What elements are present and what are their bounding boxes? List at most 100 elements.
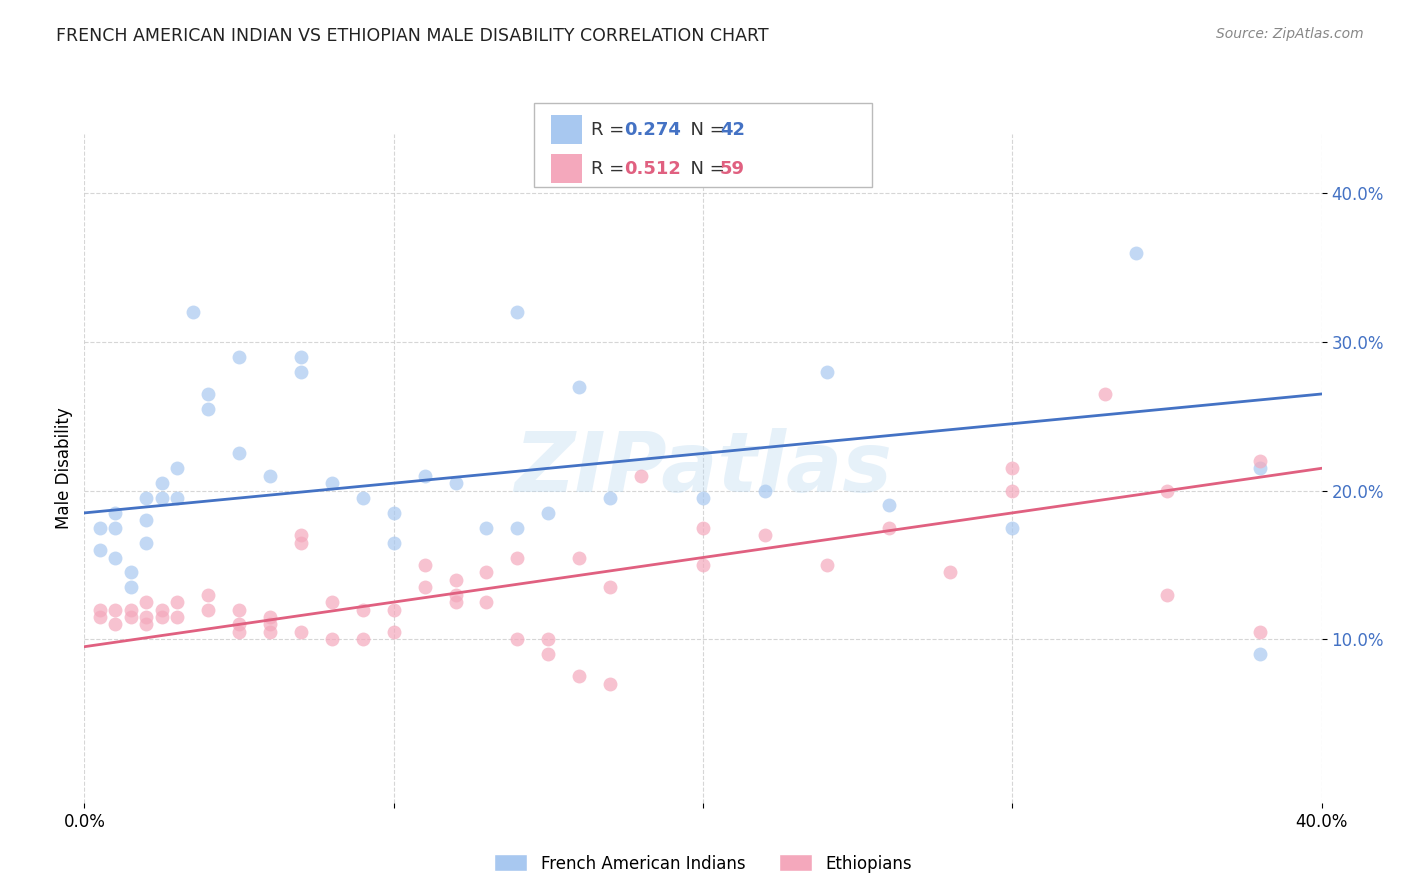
Point <box>321 595 343 609</box>
Point <box>630 468 652 483</box>
Point <box>89 610 111 624</box>
Point <box>352 491 374 505</box>
Text: 0.274: 0.274 <box>624 120 681 138</box>
Point <box>352 602 374 616</box>
Point <box>120 602 142 616</box>
Point <box>1125 245 1147 260</box>
Point <box>692 558 714 572</box>
Point <box>506 550 529 565</box>
Point <box>166 491 188 505</box>
Text: 59: 59 <box>720 160 745 178</box>
Point <box>537 506 560 520</box>
Point <box>150 602 173 616</box>
Point <box>89 543 111 558</box>
Point <box>475 566 498 580</box>
Point <box>228 350 250 364</box>
Point <box>166 595 188 609</box>
Point <box>259 624 281 639</box>
Point <box>1249 647 1271 661</box>
Point <box>506 521 529 535</box>
Text: N =: N = <box>679 160 731 178</box>
Point <box>413 468 436 483</box>
Point <box>537 647 560 661</box>
Point <box>382 602 405 616</box>
Point <box>599 491 621 505</box>
Point <box>135 595 157 609</box>
Point <box>120 610 142 624</box>
Point <box>197 401 219 416</box>
Point <box>568 379 591 393</box>
Point <box>1249 624 1271 639</box>
Point <box>104 550 127 565</box>
Point <box>228 624 250 639</box>
Point <box>197 588 219 602</box>
Point <box>1249 461 1271 475</box>
Point <box>135 617 157 632</box>
Point <box>290 528 312 542</box>
Point <box>1001 483 1024 498</box>
Point <box>1094 387 1116 401</box>
Point <box>444 476 467 491</box>
Point <box>89 602 111 616</box>
Point <box>692 491 714 505</box>
Point <box>382 624 405 639</box>
Point <box>135 491 157 505</box>
Text: 0.512: 0.512 <box>624 160 681 178</box>
Point <box>104 617 127 632</box>
Point <box>877 499 900 513</box>
Point <box>228 602 250 616</box>
Point <box>754 528 776 542</box>
Point <box>135 535 157 549</box>
Point <box>444 595 467 609</box>
Point <box>939 566 962 580</box>
Point <box>1156 483 1178 498</box>
Point <box>228 446 250 460</box>
Point <box>150 610 173 624</box>
Point <box>135 610 157 624</box>
Point <box>475 595 498 609</box>
Point <box>120 566 142 580</box>
Point <box>135 513 157 527</box>
Point <box>150 491 173 505</box>
Point <box>537 632 560 647</box>
Point <box>413 580 436 594</box>
Point <box>475 521 498 535</box>
Point <box>197 602 219 616</box>
Point <box>104 521 127 535</box>
Point <box>321 632 343 647</box>
Point <box>290 535 312 549</box>
Point <box>321 476 343 491</box>
Point <box>692 521 714 535</box>
Point <box>166 610 188 624</box>
Point <box>382 506 405 520</box>
Point <box>568 550 591 565</box>
Point <box>815 558 838 572</box>
Point <box>150 476 173 491</box>
Point <box>568 669 591 683</box>
Y-axis label: Male Disability: Male Disability <box>55 408 73 529</box>
Point <box>228 617 250 632</box>
Point <box>89 521 111 535</box>
Point <box>166 461 188 475</box>
Text: FRENCH AMERICAN INDIAN VS ETHIOPIAN MALE DISABILITY CORRELATION CHART: FRENCH AMERICAN INDIAN VS ETHIOPIAN MALE… <box>56 27 769 45</box>
Point <box>120 580 142 594</box>
Point <box>1156 588 1178 602</box>
Point <box>1001 521 1024 535</box>
Text: 42: 42 <box>720 120 745 138</box>
Point <box>1249 454 1271 468</box>
Point <box>259 610 281 624</box>
Point <box>290 350 312 364</box>
Point <box>382 535 405 549</box>
Point <box>104 602 127 616</box>
Point <box>599 677 621 691</box>
Text: R =: R = <box>591 120 630 138</box>
Point <box>506 305 529 319</box>
Point <box>352 632 374 647</box>
Text: R =: R = <box>591 160 630 178</box>
Point <box>444 573 467 587</box>
Point <box>413 558 436 572</box>
Point <box>815 365 838 379</box>
Point <box>444 588 467 602</box>
Point <box>290 624 312 639</box>
Legend: French American Indians, Ethiopians: French American Indians, Ethiopians <box>488 847 918 880</box>
